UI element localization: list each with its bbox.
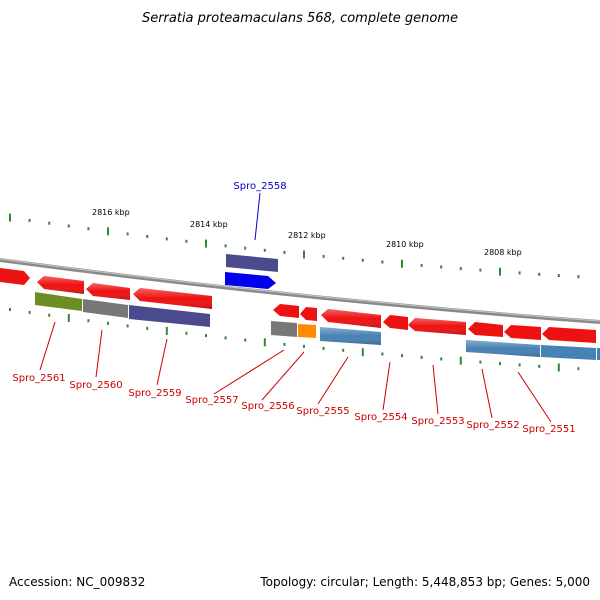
outer-tick-ring [9, 213, 580, 279]
gene-label-spro-2558[interactable]: Spro_2558 [233, 181, 286, 192]
map-title: Serratia proteamaculans 568, complete ge… [142, 11, 458, 26]
scale-label-2816: 2816 kbp [92, 208, 130, 217]
leader-line-spro-2558 [254, 192, 261, 241]
gene-label[interactable]: Spro_2554 [354, 412, 407, 423]
scale-label-2810: 2810 kbp [386, 240, 424, 249]
gene-box[interactable] [129, 305, 210, 327]
leader-lines [39, 321, 552, 423]
scale-label-2814: 2814 kbp [190, 220, 228, 229]
gene-label[interactable]: Spro_2556 [241, 401, 294, 412]
gene-label[interactable]: Spro_2552 [466, 420, 519, 431]
gene-arrow[interactable] [504, 325, 541, 340]
gene-label[interactable]: Spro_2561 [12, 373, 65, 384]
gene-arrow[interactable] [273, 304, 299, 318]
gene-box[interactable] [298, 324, 316, 338]
gene-label[interactable]: Spro_2557 [185, 395, 238, 406]
gene-box[interactable] [35, 292, 82, 311]
gene-label[interactable]: Spro_2555 [296, 406, 349, 417]
gene-arrow[interactable] [0, 268, 30, 285]
gene-box[interactable] [597, 348, 600, 360]
gene-arrow[interactable] [383, 315, 408, 330]
gene-arrow-blue[interactable] [225, 272, 276, 289]
gene-label[interactable]: Spro_2559 [128, 388, 181, 399]
genome-backbone-highlight [0, 258, 600, 322]
inner-tick-ring [9, 308, 580, 372]
gene-label[interactable]: Spro_2553 [411, 416, 464, 427]
gene-arrow[interactable] [542, 327, 596, 343]
scale-label-2808: 2808 kbp [484, 248, 522, 257]
gene-arrow[interactable] [300, 307, 317, 321]
gene-label[interactable]: Spro_2560 [69, 380, 122, 391]
genome-backbone [0, 258, 600, 324]
gene-box-spro-2558[interactable] [226, 254, 278, 272]
gene-box[interactable] [541, 345, 596, 360]
scale-label-2812: 2812 kbp [288, 231, 326, 240]
gene-box[interactable] [83, 299, 128, 318]
gene-arrow[interactable] [468, 322, 503, 337]
gene-box[interactable] [271, 321, 297, 337]
genome-summary-text: Topology: circular; Length: 5,448,853 bp… [259, 575, 590, 589]
gene-label[interactable]: Spro_2551 [522, 424, 575, 435]
accession-text: Accession: NC_009832 [9, 575, 145, 589]
gene-shading [37, 276, 540, 357]
